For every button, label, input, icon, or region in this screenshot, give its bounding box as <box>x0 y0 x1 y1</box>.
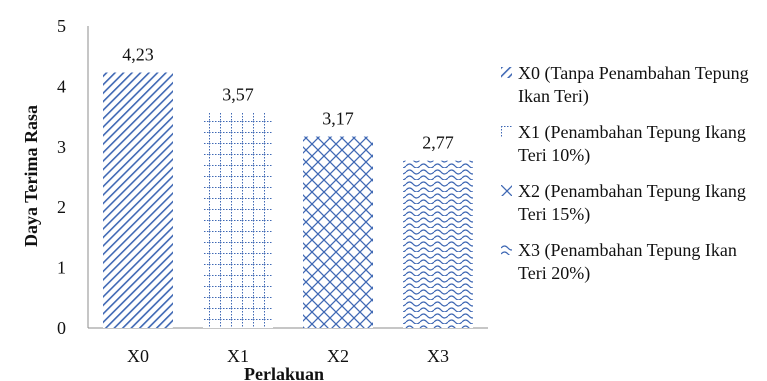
data-label: 3,17 <box>322 109 354 129</box>
bar-x1 <box>203 112 273 328</box>
x-tick-label: X3 <box>427 346 449 366</box>
legend-item: X2 (Penambahan Tepung Ikang Teri 15%) <box>498 180 763 226</box>
x-tick-label: X0 <box>127 346 149 366</box>
data-label: 2,77 <box>422 133 454 153</box>
y-tick-label: 1 <box>57 258 66 278</box>
y-tick-label: 3 <box>57 137 66 157</box>
y-tick-label: 4 <box>57 76 66 96</box>
legend-label: X0 (Tanpa Penambahan Tepung Ikan Teri) <box>518 63 749 106</box>
legend-item: X1 (Penambahan Tepung Ikang Teri 10%) <box>498 121 763 167</box>
bar-x3 <box>403 160 473 328</box>
data-label: 4,23 <box>122 45 154 65</box>
y-tick-label: 5 <box>57 16 66 36</box>
data-label: 3,57 <box>222 84 254 104</box>
legend-item: X3 (Penambahan Tepung Ikan Teri 20%) <box>498 239 763 285</box>
x-axis-title: Perlakuan <box>244 364 324 381</box>
bar-x2 <box>303 136 373 328</box>
bar-x0 <box>103 72 173 329</box>
y-tick-label: 0 <box>57 318 66 338</box>
y-axis-title: Daya Terima Rasa <box>21 105 41 247</box>
legend-item: X0 (Tanpa Penambahan Tepung Ikan Teri) <box>498 62 763 108</box>
legend-label: X2 (Penambahan Tepung Ikang Teri 15%) <box>518 181 746 224</box>
legend-label: X1 (Penambahan Tepung Ikang Teri 10%) <box>518 122 746 165</box>
legend-swatch <box>501 126 512 137</box>
legend-swatch <box>501 67 512 78</box>
legend: X0 (Tanpa Penambahan Tepung Ikan Teri) X1… <box>498 62 763 298</box>
x-tick-label: X2 <box>327 346 349 366</box>
y-tick-label: 2 <box>57 197 66 217</box>
x-tick-label: X1 <box>227 346 249 366</box>
legend-swatch <box>501 244 512 255</box>
legend-swatch <box>501 185 512 196</box>
legend-label: X3 (Penambahan Tepung Ikan Teri 20%) <box>518 240 737 283</box>
